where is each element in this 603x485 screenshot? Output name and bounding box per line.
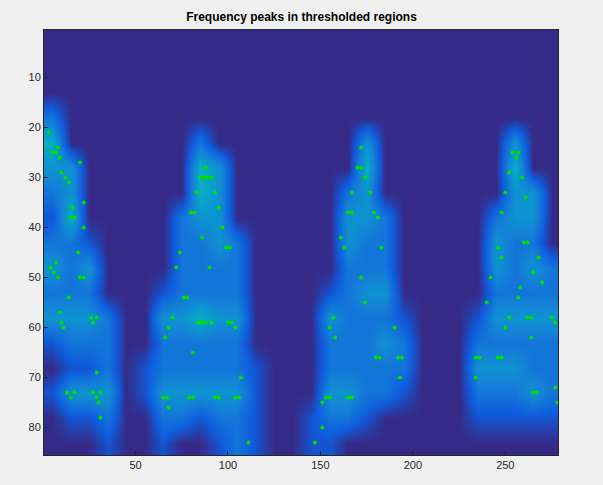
svg-text:80: 80 — [29, 421, 41, 433]
svg-text:Frequency peaks in thresholded: Frequency peaks in thresholded regions — [186, 10, 417, 24]
svg-text:250: 250 — [496, 459, 514, 471]
svg-text:200: 200 — [404, 459, 422, 471]
svg-text:10: 10 — [29, 71, 41, 83]
svg-text:30: 30 — [29, 171, 41, 183]
svg-text:20: 20 — [29, 121, 41, 133]
svg-text:50: 50 — [129, 459, 141, 471]
svg-text:100: 100 — [219, 459, 237, 471]
svg-text:50: 50 — [29, 271, 41, 283]
svg-text:40: 40 — [29, 221, 41, 233]
svg-text:70: 70 — [29, 371, 41, 383]
svg-text:150: 150 — [311, 459, 329, 471]
svg-text:60: 60 — [29, 321, 41, 333]
